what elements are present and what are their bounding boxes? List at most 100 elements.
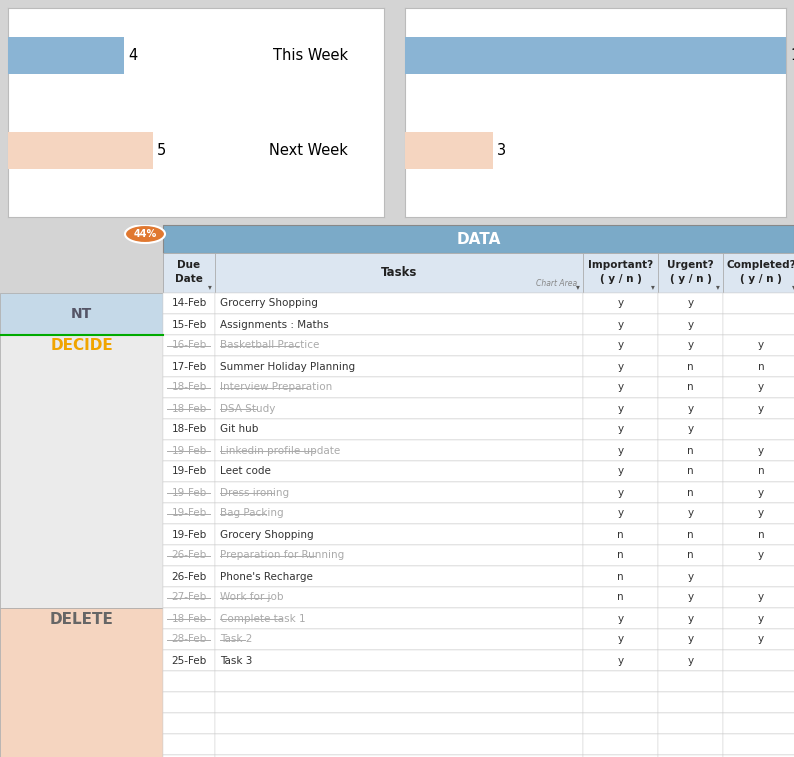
- Bar: [215, 629, 583, 650]
- Bar: [658, 253, 723, 293]
- Bar: [723, 566, 794, 587]
- Bar: [658, 461, 723, 482]
- Text: 26-Feb: 26-Feb: [172, 572, 206, 581]
- Text: y: y: [758, 403, 764, 413]
- Text: Work for job: Work for job: [220, 593, 283, 603]
- Bar: [163, 755, 215, 757]
- Text: 19-Feb: 19-Feb: [172, 446, 206, 456]
- Text: y: y: [758, 382, 764, 392]
- Bar: [163, 734, 215, 755]
- Bar: [163, 566, 794, 587]
- Text: n: n: [617, 529, 624, 540]
- Bar: [163, 608, 794, 629]
- Text: Task 2: Task 2: [220, 634, 252, 644]
- Bar: [163, 629, 215, 650]
- Text: Next Week: Next Week: [269, 143, 348, 158]
- Bar: [215, 335, 583, 356]
- Text: Git hub: Git hub: [220, 425, 258, 435]
- Text: y: y: [758, 613, 764, 624]
- Bar: [723, 650, 794, 671]
- Text: n: n: [617, 572, 624, 581]
- Text: Summer Holiday Planning: Summer Holiday Planning: [220, 362, 355, 372]
- Bar: [583, 671, 658, 692]
- Text: Grocery Shopping: Grocery Shopping: [220, 529, 314, 540]
- Bar: [723, 293, 794, 314]
- Bar: [215, 566, 583, 587]
- Bar: [215, 524, 583, 545]
- Text: ▾: ▾: [576, 282, 580, 291]
- Bar: [215, 671, 583, 692]
- Text: y: y: [758, 488, 764, 497]
- Text: Preparation for Running: Preparation for Running: [220, 550, 345, 560]
- Bar: [215, 356, 583, 377]
- Bar: [215, 734, 583, 755]
- Bar: [658, 587, 723, 608]
- Text: y: y: [758, 634, 764, 644]
- Text: y: y: [688, 634, 694, 644]
- Bar: [583, 398, 658, 419]
- Bar: [723, 587, 794, 608]
- Bar: [163, 293, 794, 314]
- Bar: [723, 335, 794, 356]
- Bar: [8, 132, 152, 169]
- Bar: [723, 545, 794, 566]
- Bar: [215, 253, 583, 293]
- Bar: [163, 253, 215, 293]
- Bar: [215, 755, 583, 757]
- Bar: [583, 335, 658, 356]
- Text: Due: Due: [177, 260, 201, 270]
- Text: 17-Feb: 17-Feb: [172, 362, 206, 372]
- Text: y: y: [758, 341, 764, 350]
- Bar: [583, 440, 658, 461]
- Text: y: y: [688, 298, 694, 309]
- Bar: [583, 755, 658, 757]
- Bar: [163, 356, 215, 377]
- Text: Phone's Recharge: Phone's Recharge: [220, 572, 313, 581]
- Bar: [583, 293, 658, 314]
- Bar: [723, 253, 794, 293]
- Text: y: y: [688, 656, 694, 665]
- Bar: [405, 37, 786, 73]
- Bar: [723, 419, 794, 440]
- Text: y: y: [688, 341, 694, 350]
- Bar: [215, 419, 583, 440]
- Bar: [658, 629, 723, 650]
- Bar: [163, 482, 215, 503]
- Text: DELETE: DELETE: [49, 612, 114, 627]
- Text: 26-Feb: 26-Feb: [172, 550, 206, 560]
- Bar: [583, 377, 658, 398]
- Bar: [163, 692, 215, 713]
- Bar: [658, 377, 723, 398]
- Bar: [163, 398, 794, 419]
- Bar: [163, 524, 215, 545]
- Bar: [163, 524, 794, 545]
- Text: 3: 3: [497, 143, 507, 158]
- Bar: [583, 461, 658, 482]
- Text: ( y / n ): ( y / n ): [740, 274, 782, 284]
- Bar: [583, 734, 658, 755]
- Bar: [723, 629, 794, 650]
- Bar: [215, 440, 583, 461]
- Bar: [658, 398, 723, 419]
- Text: y: y: [758, 550, 764, 560]
- Bar: [163, 253, 794, 293]
- Text: n: n: [687, 550, 694, 560]
- Bar: [723, 713, 794, 734]
- Bar: [723, 482, 794, 503]
- Text: 5: 5: [157, 143, 166, 158]
- Bar: [658, 503, 723, 524]
- Bar: [215, 461, 583, 482]
- Bar: [723, 608, 794, 629]
- Text: Leet code: Leet code: [220, 466, 271, 476]
- Text: This Week: This Week: [272, 48, 348, 63]
- Text: n: n: [687, 488, 694, 497]
- Bar: [215, 587, 583, 608]
- Text: Date: Date: [175, 274, 203, 284]
- Bar: [583, 253, 658, 293]
- Bar: [163, 335, 794, 356]
- Text: ( y / n ): ( y / n ): [599, 274, 642, 284]
- Text: DATA: DATA: [457, 232, 501, 247]
- Text: Linkedin profile update: Linkedin profile update: [220, 446, 341, 456]
- Bar: [163, 440, 794, 461]
- Bar: [163, 671, 215, 692]
